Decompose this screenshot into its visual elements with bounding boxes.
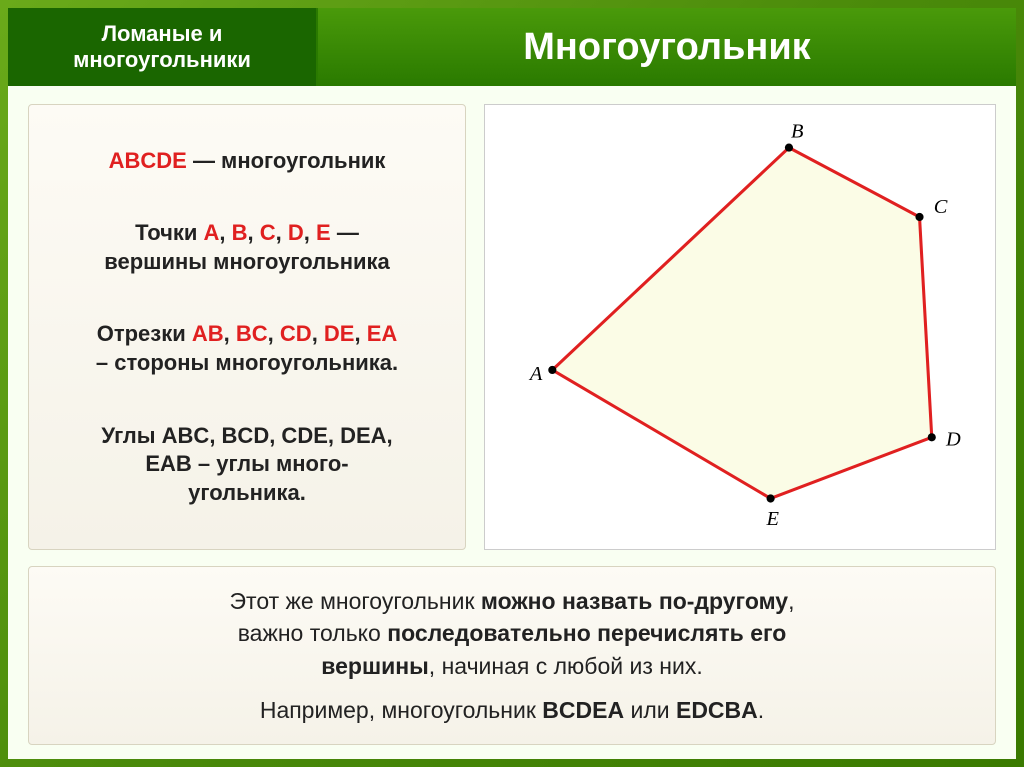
slide-content: ABCDE — многоугольник Точки A, B, C, D, … bbox=[8, 86, 1016, 759]
header-left-line1: Ломаные и bbox=[18, 21, 306, 47]
svg-text:A: A bbox=[528, 363, 543, 385]
svg-text:C: C bbox=[934, 196, 948, 218]
definitions-panel: ABCDE — многоугольник Точки A, B, C, D, … bbox=[28, 104, 466, 550]
note-line2: важно только последовательно перечислять… bbox=[53, 617, 971, 649]
polygon-figure: A B C D E bbox=[485, 105, 995, 549]
slide-header: Ломаные и многоугольники Многоугольник bbox=[8, 8, 1016, 86]
header-left-line2: многоугольники bbox=[18, 47, 306, 73]
note-line1: Этот же многоугольник можно назвать по-д… bbox=[53, 585, 971, 617]
note-line4: Например, многоугольник BCDEA или EDCBA. bbox=[53, 694, 971, 726]
note-panel: Этот же многоугольник можно назвать по-д… bbox=[28, 566, 996, 745]
note-line3: вершины, начиная с любой из них. bbox=[53, 650, 971, 682]
svg-text:B: B bbox=[791, 120, 803, 142]
def-vertices: Точки A, B, C, D, E — вершины многоуголь… bbox=[45, 219, 449, 276]
header-right: Многоугольник bbox=[318, 8, 1016, 86]
def-angles: Углы ABC, BCD, CDE, DEA, EAB – углы мног… bbox=[45, 422, 449, 508]
content-row: ABCDE — многоугольник Точки A, B, C, D, … bbox=[28, 104, 996, 550]
def-sides: Отрезки AB, BC, CD, DE, EA – стороны мно… bbox=[45, 320, 449, 377]
slide-frame: Ломаные и многоугольники Многоугольник A… bbox=[8, 8, 1016, 759]
header-title: Многоугольник bbox=[523, 26, 810, 69]
def-polygon: ABCDE — многоугольник bbox=[45, 147, 449, 176]
header-left: Ломаные и многоугольники bbox=[8, 8, 318, 86]
svg-text:D: D bbox=[945, 428, 961, 450]
svg-text:E: E bbox=[766, 508, 780, 530]
figure-panel: A B C D E bbox=[484, 104, 996, 550]
